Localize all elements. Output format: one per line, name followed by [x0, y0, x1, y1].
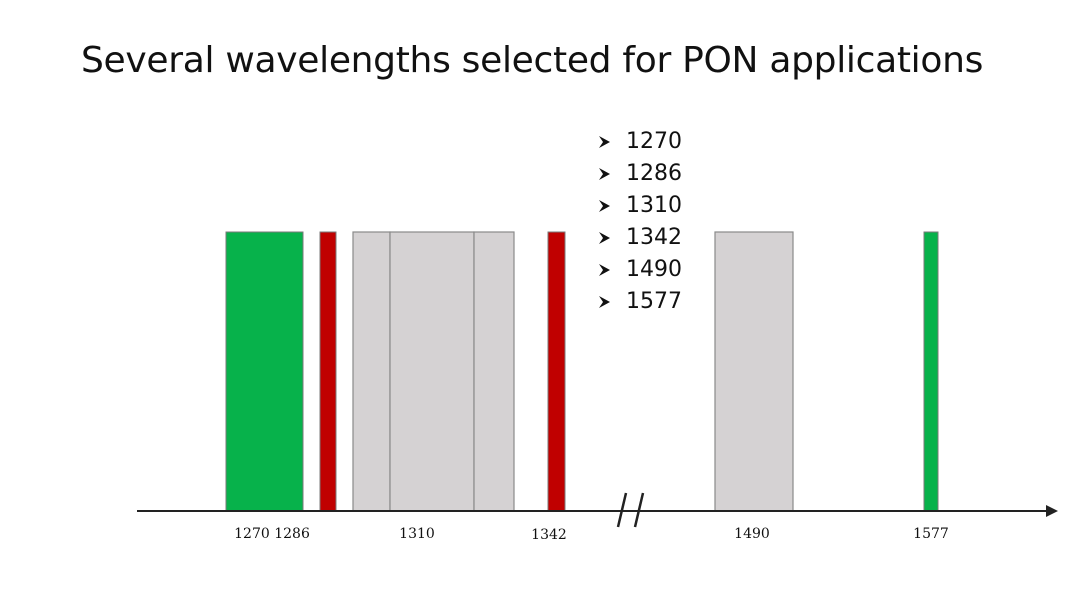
axis-label: 1342 — [531, 527, 567, 543]
bullet-item: 1577 — [598, 286, 682, 318]
band-1310-gray-left — [352, 231, 391, 512]
band-1310-gray-right — [473, 231, 515, 512]
axis-label: 1490 — [734, 526, 770, 542]
arrow-bullet-icon — [599, 296, 610, 308]
arrow-bullet-icon — [599, 264, 610, 276]
arrow-bullet-icon — [599, 232, 610, 244]
band-1342-red — [547, 231, 566, 512]
band-1310-gray-center — [389, 231, 475, 512]
bullet-label: 1286 — [626, 161, 682, 186]
arrow-bullet-icon — [599, 200, 610, 212]
axis-arrowhead-icon — [1046, 505, 1058, 517]
band-1577-green — [923, 231, 939, 512]
band-1270-green — [225, 231, 304, 512]
bullet-label: 1310 — [626, 193, 682, 218]
slide-title: Several wavelengths selected for PON app… — [81, 40, 984, 81]
bullet-item: 1490 — [598, 254, 682, 286]
bullet-label: 1342 — [626, 225, 682, 250]
bullet-item: 1270 — [598, 126, 682, 158]
bullet-item: 1342 — [598, 222, 682, 254]
axis-label: 1270 1286 — [234, 526, 310, 542]
bullet-item: 1286 — [598, 158, 682, 190]
bullet-label: 1577 — [626, 289, 682, 314]
bullet-label: 1490 — [626, 257, 682, 282]
axis-label: 1310 — [399, 526, 435, 542]
bullet-label: 1270 — [626, 129, 682, 154]
axis-break-mark — [633, 492, 645, 528]
arrow-bullet-icon — [599, 136, 610, 148]
wavelength-bullet-list: 1270 1286 1310 1342 1490 1577 — [598, 126, 682, 318]
arrow-bullet-icon — [599, 168, 610, 180]
axis-break-mark — [616, 492, 628, 528]
band-1490-gray — [714, 231, 794, 512]
bullet-item: 1310 — [598, 190, 682, 222]
axis-label: 1577 — [913, 526, 949, 542]
band-1286-red — [319, 231, 337, 512]
